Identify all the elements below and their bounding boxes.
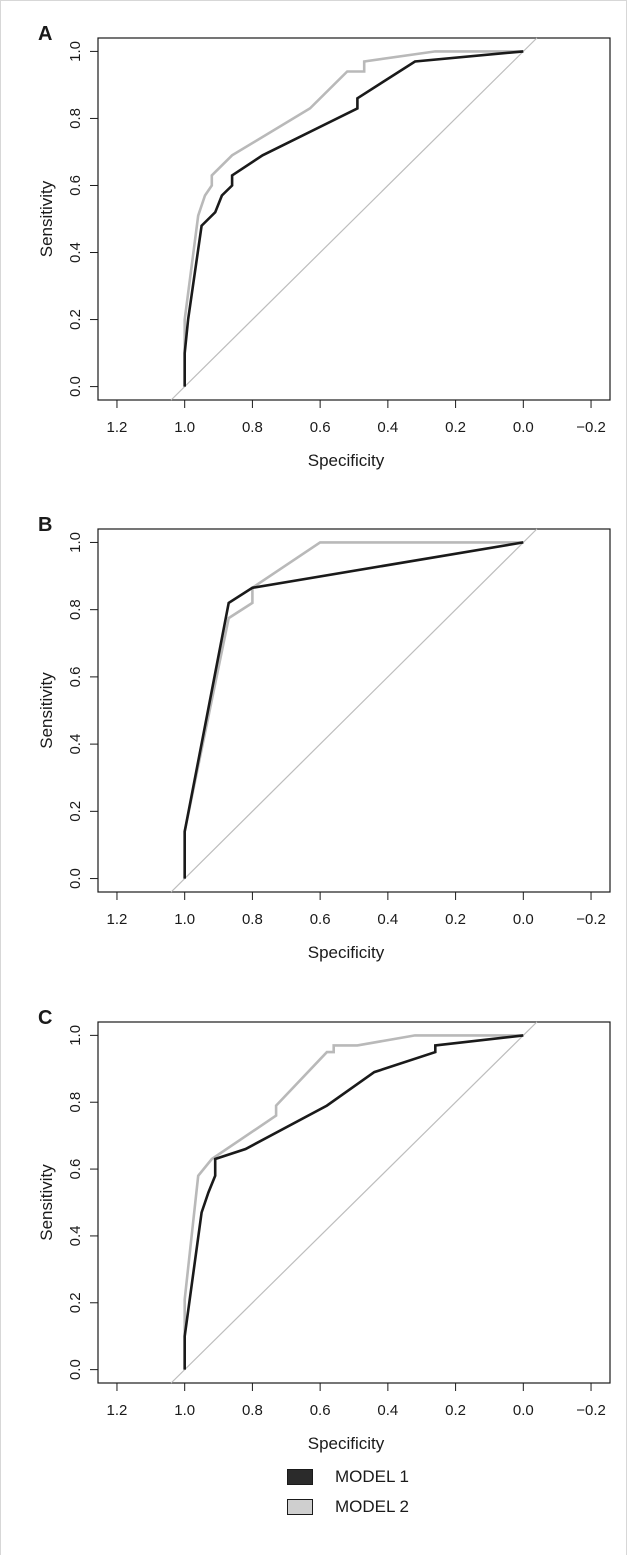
- y-tick-label: 0.0: [67, 868, 84, 889]
- x-tick-label: 0.8: [242, 419, 263, 436]
- legend-item-model-1: MODEL 1: [287, 1462, 409, 1492]
- x-tick-label: −0.2: [576, 1402, 606, 1419]
- y-tick-label: 0.6: [67, 175, 84, 196]
- series-line-model-1: [183, 50, 524, 387]
- plot-area: [97, 528, 611, 893]
- x-tick-label: 0.4: [377, 911, 398, 928]
- panel-label: A: [38, 23, 52, 45]
- diagonal-reference-line: [170, 1021, 538, 1384]
- x-tick-label: 0.2: [445, 419, 466, 436]
- y-axis: 0.0 0.2 0.4 0.6 0.8 1.0: [67, 532, 98, 889]
- y-tick-label: 0.8: [67, 1092, 84, 1113]
- roc-panel-a: 1.2 1.0 0.8 0.6 0.4 0.2 0.0 −0.2Specificity0.00…: [37, 23, 611, 470]
- x-tick-label: 0.4: [377, 419, 398, 436]
- y-tick-label: 0.0: [67, 376, 84, 397]
- y-tick-label: 0.6: [67, 666, 84, 687]
- x-tick-label: 0.6: [310, 419, 331, 436]
- plot-area: [97, 37, 611, 401]
- y-axis-label: Sensitivity: [37, 1164, 56, 1241]
- y-tick-label: 0.0: [67, 1359, 84, 1380]
- x-axis: 1.2 1.0 0.8 0.6 0.4 0.2 0.0 −0.2: [107, 892, 606, 928]
- x-tick-label: 0.0: [513, 911, 534, 928]
- x-axis-label: Specificity: [308, 943, 385, 962]
- y-axis-label: Sensitivity: [37, 672, 56, 749]
- x-axis: 1.2 1.0 0.8 0.6 0.4 0.2 0.0 −0.2: [107, 400, 606, 436]
- series-line-model-1: [183, 1034, 524, 1370]
- roc-panel-c: 1.2 1.0 0.8 0.6 0.4 0.2 0.0 −0.2Specificity0.00…: [37, 1007, 611, 1453]
- x-tick-label: 0.6: [310, 1402, 331, 1419]
- y-tick-label: 0.2: [67, 801, 84, 822]
- x-tick-label: 1.0: [174, 419, 195, 436]
- plot-area: [97, 1021, 611, 1384]
- x-tick-label: 0.2: [445, 911, 466, 928]
- y-tick-label: 0.4: [67, 242, 84, 263]
- diagonal-reference-line: [170, 528, 538, 893]
- y-axis: 0.0 0.2 0.4 0.6 0.8 1.0: [67, 41, 98, 397]
- y-axis-label: Sensitivity: [37, 180, 56, 257]
- y-tick-label: 0.8: [67, 599, 84, 620]
- x-tick-label: 0.0: [513, 419, 534, 436]
- legend-swatch-model-1: [287, 1469, 313, 1485]
- panel-label: C: [38, 1007, 52, 1029]
- x-tick-label: −0.2: [576, 911, 606, 928]
- y-tick-label: 1.0: [67, 41, 84, 62]
- y-tick-label: 0.4: [67, 1225, 84, 1246]
- x-tick-label: −0.2: [576, 419, 606, 436]
- x-axis-label: Specificity: [308, 451, 385, 470]
- x-tick-label: 1.0: [174, 911, 195, 928]
- y-tick-label: 0.2: [67, 309, 84, 330]
- y-tick-label: 0.6: [67, 1159, 84, 1180]
- roc-panel-b: 1.2 1.0 0.8 0.6 0.4 0.2 0.0 −0.2Specificity0.00…: [37, 514, 611, 962]
- x-tick-label: 1.2: [107, 1402, 128, 1419]
- series-line-model-1: [183, 541, 524, 879]
- y-tick-label: 1.0: [67, 1025, 84, 1046]
- y-tick-label: 0.8: [67, 108, 84, 129]
- series-line-model-2: [183, 50, 524, 387]
- legend-label-model-1: MODEL 1: [335, 1467, 410, 1486]
- legend: MODEL 1 MODEL 2: [287, 1462, 409, 1522]
- x-axis: 1.2 1.0 0.8 0.6 0.4 0.2 0.0 −0.2: [107, 1383, 606, 1419]
- x-tick-label: 1.2: [107, 419, 128, 436]
- x-tick-label: 0.2: [445, 1402, 466, 1419]
- x-tick-label: 0.0: [513, 1402, 534, 1419]
- panel-label: B: [38, 514, 52, 536]
- y-tick-label: 1.0: [67, 532, 84, 553]
- legend-item-model-2: MODEL 2: [287, 1492, 409, 1522]
- x-tick-label: 0.4: [377, 1402, 398, 1419]
- x-tick-label: 1.2: [107, 911, 128, 928]
- diagonal-reference-line: [170, 37, 538, 401]
- legend-label-model-2: MODEL 2: [335, 1497, 410, 1516]
- legend-swatch-model-2: [287, 1499, 313, 1515]
- series-line-model-2: [183, 1034, 524, 1370]
- x-axis-label: Specificity: [308, 1434, 385, 1453]
- x-tick-label: 0.6: [310, 911, 331, 928]
- roc-figure: 1.2 1.0 0.8 0.6 0.4 0.2 0.0 −0.2Specificity0.00…: [37, 23, 611, 1453]
- x-tick-label: 0.8: [242, 911, 263, 928]
- x-tick-label: 0.8: [242, 1402, 263, 1419]
- y-axis: 0.0 0.2 0.4 0.6 0.8 1.0: [67, 1025, 98, 1380]
- y-tick-label: 0.4: [67, 734, 84, 755]
- x-tick-label: 1.0: [174, 1402, 195, 1419]
- y-tick-label: 0.2: [67, 1292, 84, 1313]
